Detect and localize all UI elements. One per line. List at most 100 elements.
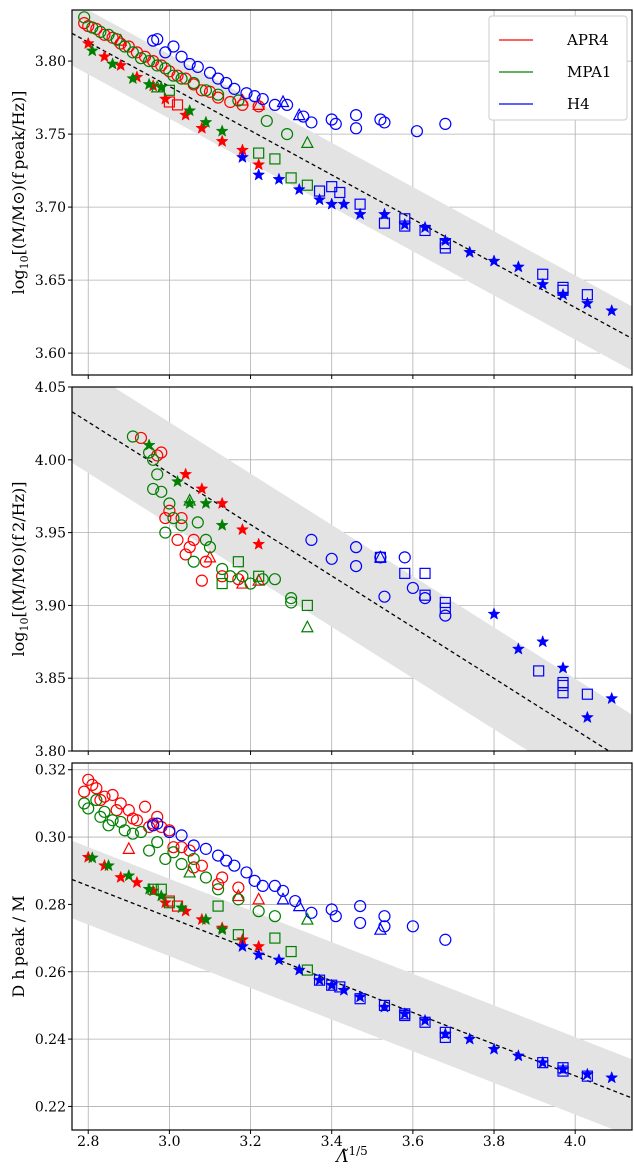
data-point (536, 277, 550, 291)
data-point (374, 551, 387, 563)
data-point (167, 846, 180, 859)
data-point (122, 868, 136, 882)
data-point (171, 533, 184, 546)
data-point (334, 186, 346, 199)
data-point (557, 284, 569, 296)
data-point (305, 116, 318, 129)
data-point (155, 883, 167, 895)
data-point (406, 581, 419, 595)
data-point (126, 71, 140, 85)
data-point (90, 793, 103, 807)
data-point (269, 932, 281, 944)
y-tick-label: 3.70 (35, 200, 66, 216)
x-tick-label: 2.8 (77, 1134, 99, 1150)
data-point (211, 91, 225, 104)
data-point (354, 899, 367, 913)
x-tick-label: 3.4 (321, 1134, 343, 1150)
series-h4-square (313, 181, 593, 301)
data-point (292, 107, 306, 121)
legend-box (488, 15, 628, 121)
data-point (216, 570, 229, 583)
data-point (399, 1009, 411, 1022)
data-point (142, 438, 156, 451)
data-point (285, 945, 297, 958)
data-point (301, 599, 313, 612)
data-point (126, 430, 139, 443)
y-axis-label: log10[(M/M⊙)(f peak/Hz)] (9, 91, 31, 295)
series-h4-star (487, 607, 619, 724)
legend-label-mpa1: MPA1 (567, 63, 611, 81)
data-point (292, 963, 306, 976)
data-point (285, 172, 297, 184)
data-point (94, 793, 107, 807)
data-point (313, 974, 326, 986)
data-point (147, 453, 160, 466)
data-point (580, 710, 594, 724)
data-point (232, 94, 245, 107)
data-point (122, 841, 136, 854)
data-point (215, 134, 229, 147)
data-point (256, 573, 269, 586)
data-point (159, 852, 172, 866)
data-point (557, 1065, 569, 1077)
data-point (216, 577, 228, 590)
data-point (78, 785, 91, 798)
series-mpa1-circle (126, 430, 298, 609)
data-point (195, 859, 208, 872)
axes-frame (71, 9, 633, 376)
data-point (325, 552, 338, 565)
series-h4-star (235, 150, 619, 317)
series-mpa1-star (85, 851, 229, 936)
data-point (215, 496, 229, 510)
data-point (235, 150, 250, 164)
data-point (175, 50, 188, 63)
series-mpa1-circle (78, 793, 281, 923)
data-point (378, 999, 391, 1012)
fit-line (72, 32, 632, 340)
data-point (240, 87, 253, 100)
data-point (163, 825, 176, 839)
data-point (305, 906, 318, 919)
series-apr4-circle (78, 17, 265, 113)
data-point (118, 40, 131, 53)
data-point (215, 124, 229, 137)
data-point (199, 496, 213, 510)
data-point (292, 898, 306, 912)
series-mpa1-triangle (183, 493, 314, 633)
data-point (605, 691, 619, 705)
data-point (151, 59, 164, 72)
data-point (203, 541, 217, 554)
data-point (86, 778, 99, 791)
data-point (126, 46, 139, 59)
data-point (276, 94, 290, 108)
data-point (228, 82, 241, 95)
data-point (191, 60, 204, 74)
data-point (183, 865, 197, 878)
data-point (211, 878, 225, 891)
data-point (183, 541, 196, 554)
data-point (228, 859, 241, 872)
data-point (487, 607, 501, 620)
data-point (151, 449, 164, 462)
y-tick-label: 0.32 (35, 763, 66, 779)
data-point (557, 679, 569, 692)
series-mpa1-square (216, 556, 313, 612)
data-point (325, 113, 338, 126)
panel-peak-amplitude: 0.22 0.24 0.26 0.28 0.30 0.32 D h peak / M (9, 762, 633, 1134)
data-point (78, 11, 91, 24)
data-point (276, 884, 290, 898)
data-point (511, 642, 525, 655)
data-point (272, 172, 286, 185)
legend-label-h4: H4 (567, 95, 590, 113)
data-point (305, 533, 318, 546)
data-point (187, 852, 200, 866)
data-point (252, 100, 265, 113)
data-point (354, 916, 367, 930)
data-point (556, 661, 570, 674)
data-point (354, 993, 366, 1005)
data-point (195, 574, 208, 587)
data-point (118, 824, 131, 837)
data-point (410, 125, 424, 138)
data-point (142, 77, 156, 91)
